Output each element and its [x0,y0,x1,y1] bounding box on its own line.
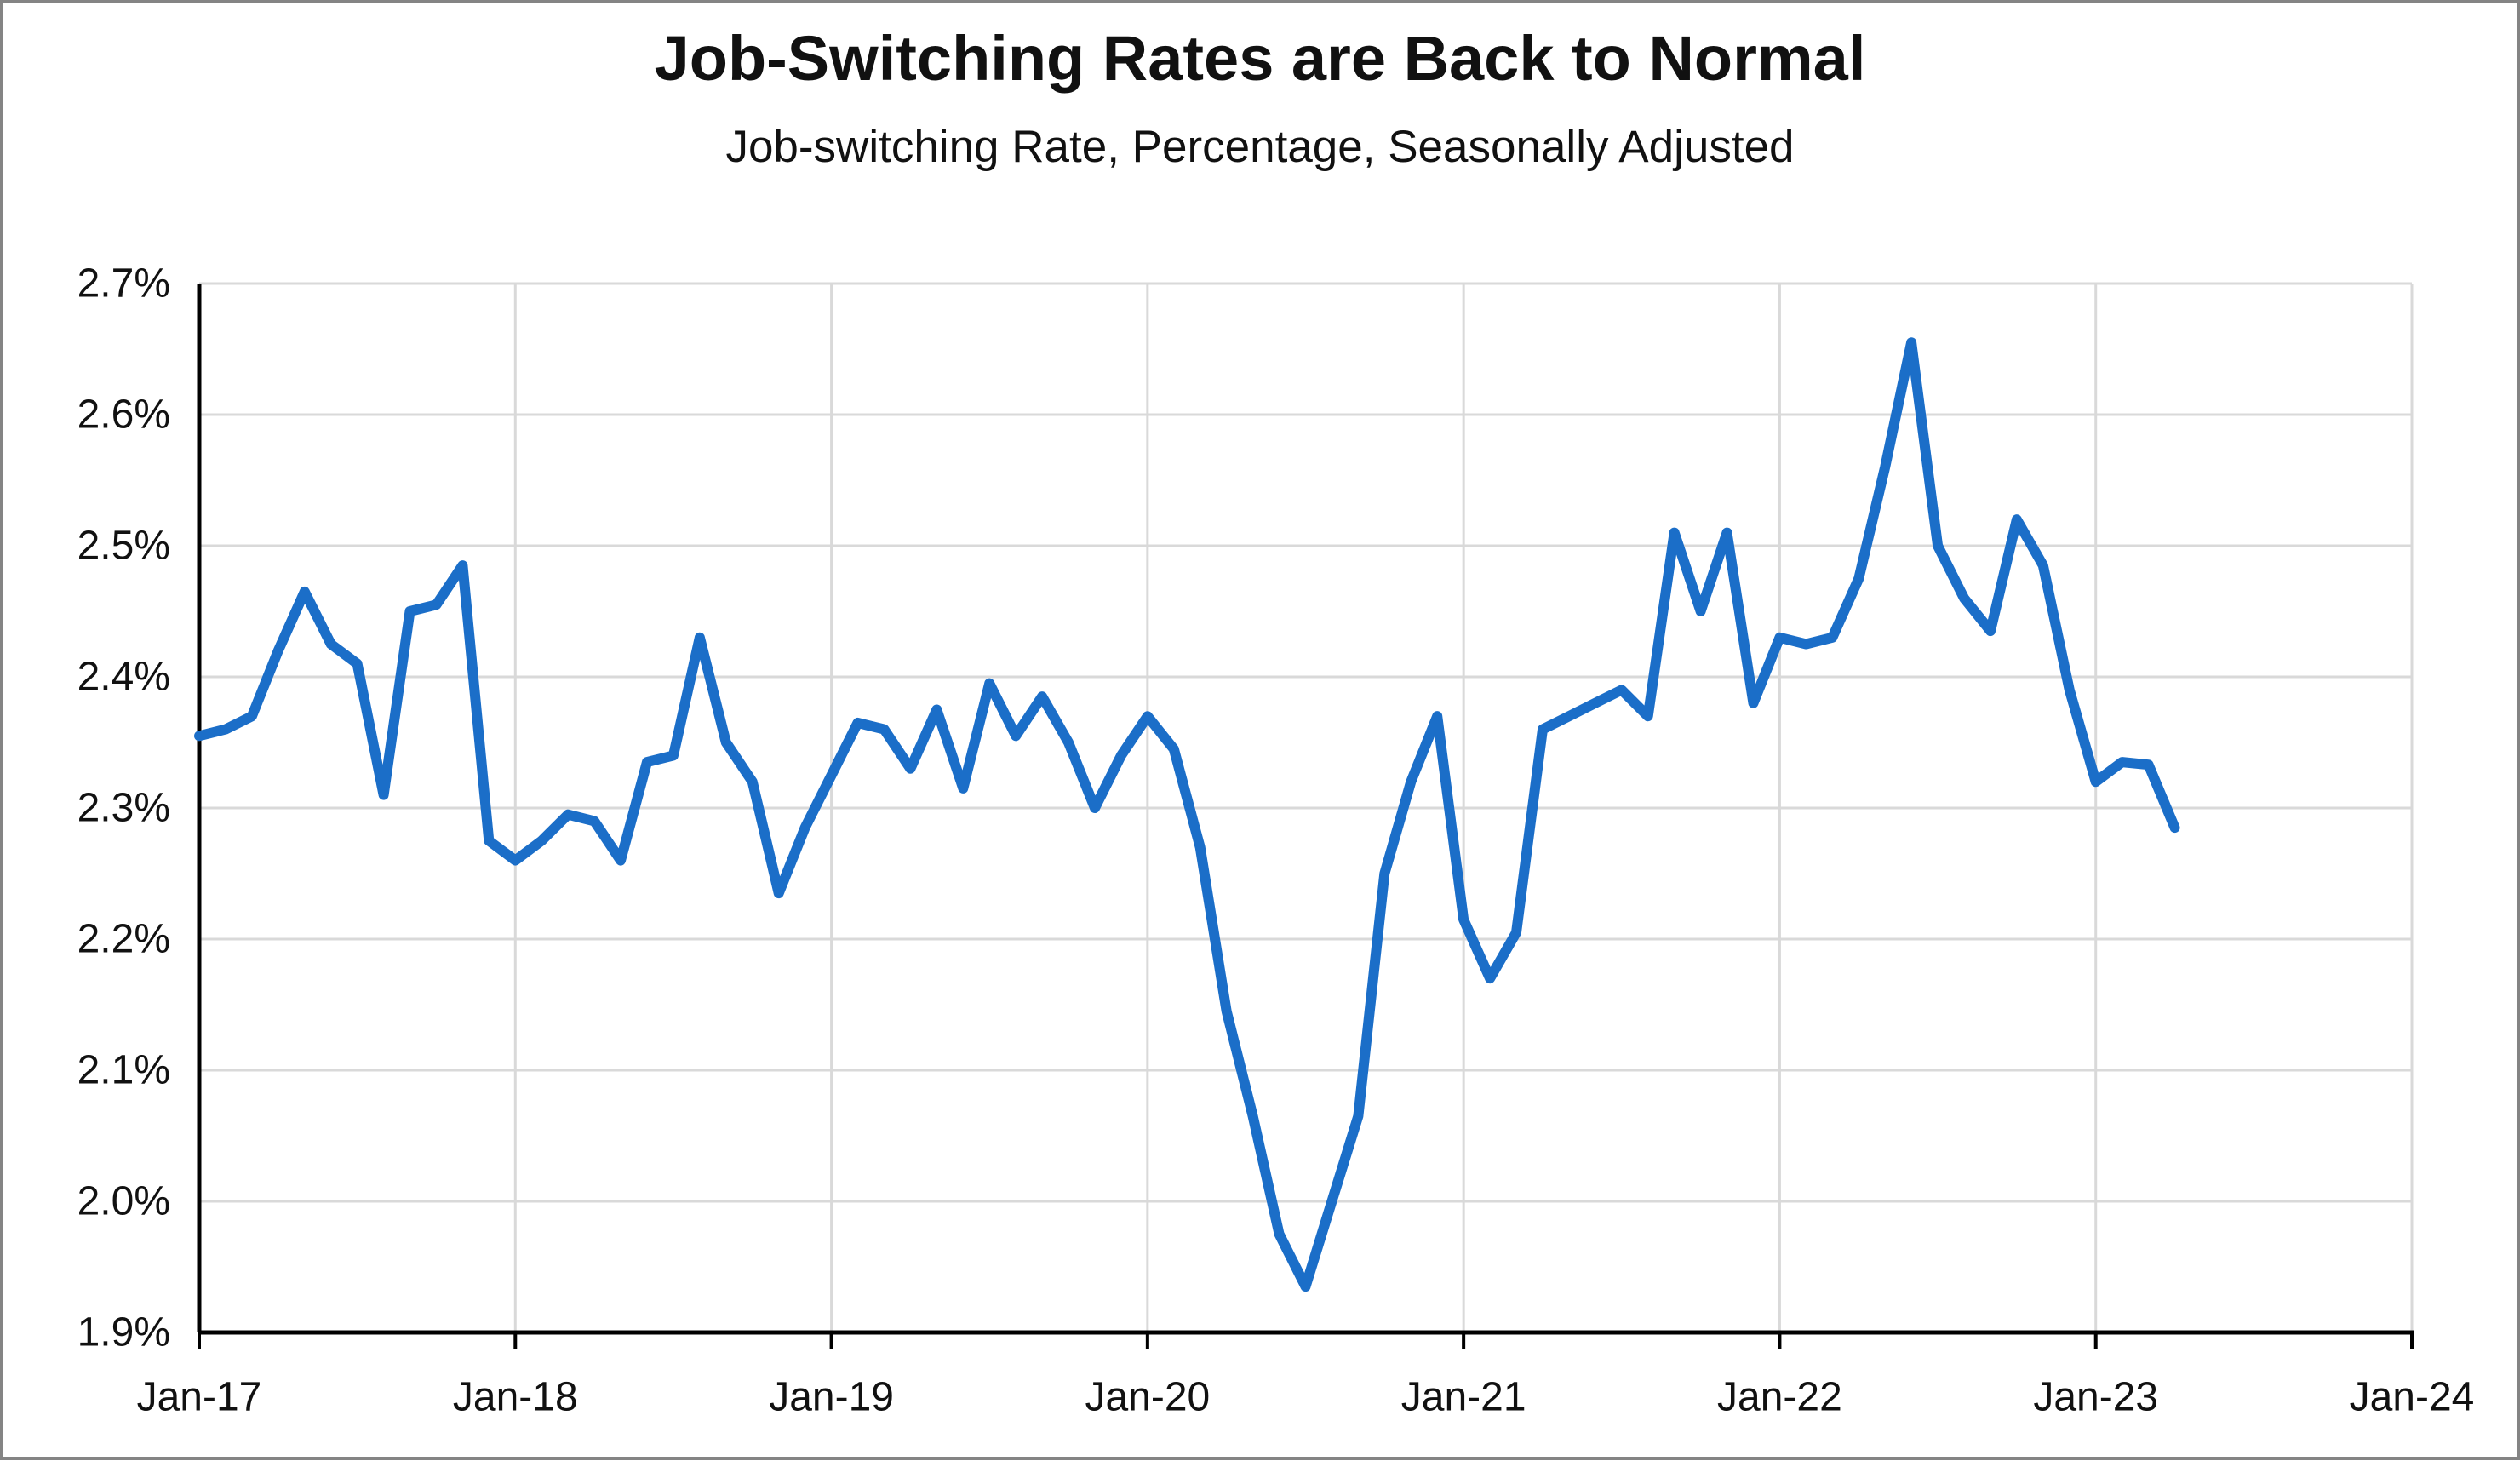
x-tick-label: Jan-21 [1401,1374,1526,1419]
x-tick-label: Jan-22 [1717,1374,1842,1419]
x-tick-label: Jan-23 [2033,1374,2158,1419]
x-tick-label: Jan-17 [137,1374,262,1419]
y-tick-label: 2.6% [77,392,170,438]
y-tick-label: 2.1% [77,1048,170,1093]
chart-svg: 2.7% 2.6% 2.5% 2.4% 2.3% 2.2% 2.1% 2.0% 1.9% Jan-… [77,261,2475,1420]
y-tick-label: 2.0% [77,1179,170,1224]
x-tick-label: Jan-20 [1085,1374,1210,1419]
x-tick-label: Jan-19 [769,1374,894,1419]
y-tick-label: 2.5% [77,524,170,569]
x-tick-label: Jan-18 [453,1374,578,1419]
y-tick-label: 2.7% [77,261,170,307]
y-tick-label: 1.9% [77,1310,170,1355]
chart-subtitle: Job-switching Rate, Percentage, Seasonal… [725,122,1795,172]
chart-area: 2.7% 2.6% 2.5% 2.4% 2.3% 2.2% 2.1% 2.0% 1.9% Jan-… [3,3,2517,1457]
y-tick-label: 2.4% [77,655,170,700]
x-tick-label: Jan-24 [2350,1374,2475,1419]
chart-title: Job-Switching Rates are Back to Normal [654,23,1866,94]
y-tick-label: 2.2% [77,917,170,962]
series-line [194,337,2180,1292]
y-tick-label: 2.3% [77,786,170,831]
